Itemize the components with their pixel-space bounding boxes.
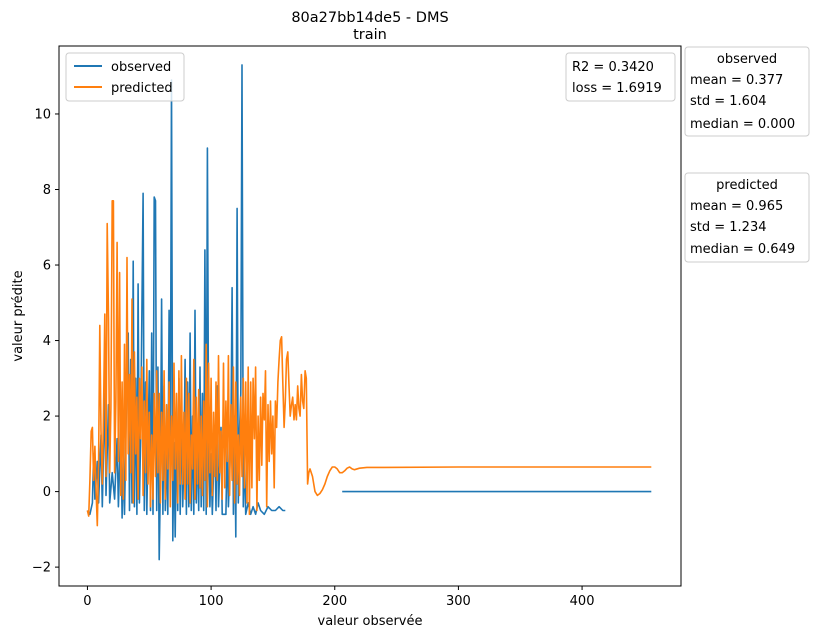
x-tick-label: 200 — [322, 594, 347, 609]
x-tick-label: 100 — [199, 594, 224, 609]
legend-label-observed: observed — [111, 60, 171, 75]
y-tick-label: 8 — [43, 183, 51, 198]
legend: observed predicted — [65, 52, 185, 102]
stats-box-predicted: predicted mean = 0.965 std = 1.234 media… — [684, 172, 810, 263]
stats-predicted-title: predicted — [716, 178, 778, 193]
x-axis: 0 100 200 300 400 — [83, 586, 594, 609]
y-tick-label: 4 — [43, 334, 51, 349]
stats-predicted-mean: mean = 0.965 — [690, 199, 783, 214]
metrics-box-frame — [565, 52, 676, 102]
stats-observed-title: observed — [717, 52, 777, 67]
stats-box-predicted-frame — [684, 172, 810, 263]
x-tick-label: 400 — [570, 594, 595, 609]
stats-observed-mean: mean = 0.377 — [690, 73, 783, 88]
y-axis-label: valeur prédite — [11, 270, 26, 361]
y-tick-label: 0 — [43, 485, 51, 500]
plot-frame — [58, 45, 682, 587]
stats-box-observed-frame — [684, 46, 810, 137]
y-tick-label: −2 — [32, 561, 51, 576]
stats-observed-std: std = 1.604 — [690, 94, 767, 109]
chart-subtitle: train — [353, 27, 387, 43]
y-tick-label: 6 — [43, 259, 51, 274]
y-tick-label: 2 — [43, 410, 51, 425]
stats-predicted-median: median = 0.649 — [690, 242, 795, 257]
chart-title: 80a27bb14de5 - DMS — [291, 10, 448, 26]
metric-loss: loss = 1.6919 — [572, 81, 662, 96]
metric-r2: R2 = 0.3420 — [572, 60, 654, 75]
legend-label-predicted: predicted — [111, 81, 173, 96]
series-line-predicted — [86, 200, 652, 527]
x-tick-label: 300 — [446, 594, 471, 609]
series-layer — [86, 64, 652, 561]
series-line-observed — [86, 64, 652, 561]
metrics-box: R2 = 0.3420 loss = 1.6919 — [565, 52, 676, 102]
y-tick-label: 10 — [34, 107, 51, 122]
y-axis: −2 0 2 4 6 8 10 — [32, 107, 59, 576]
x-axis-label: valeur observée — [318, 614, 423, 629]
stats-observed-median: median = 0.000 — [690, 117, 795, 132]
stats-box-observed: observed mean = 0.377 std = 1.604 median… — [684, 46, 810, 137]
x-tick-label: 0 — [83, 594, 91, 609]
stats-predicted-std: std = 1.234 — [690, 220, 767, 235]
